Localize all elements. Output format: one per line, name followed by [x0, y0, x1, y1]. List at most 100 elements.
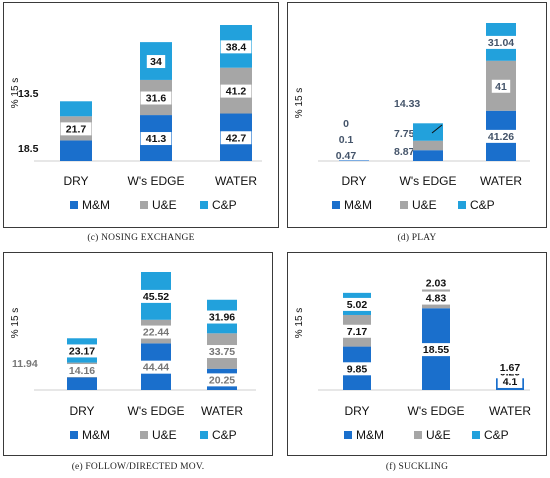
- value-label-ue-2: 41: [495, 81, 507, 93]
- value-label-ue-0: 7.17: [347, 326, 368, 338]
- value-label-ue-1: 22.44: [143, 327, 169, 339]
- legend-label-mm: M&M: [82, 198, 110, 212]
- value-label-bg: [491, 79, 511, 93]
- value-label-mm-2: 42.7: [226, 132, 247, 144]
- legend-label-ue: U&E: [152, 428, 177, 442]
- legend-swatch-mm: [332, 201, 340, 209]
- value-label-mm-2: 20.25: [209, 374, 235, 386]
- legend-label-cp: C&P: [470, 198, 495, 212]
- category-label-2: WATER: [215, 174, 257, 188]
- bar-cp-0: [60, 101, 92, 117]
- value-label-bg: [420, 291, 452, 305]
- category-label-1: W's EDGE: [408, 404, 465, 418]
- legend-swatch-cp: [458, 201, 466, 209]
- value-label-ue-1: 7.75: [394, 128, 415, 140]
- legend-label-mm: M&M: [344, 198, 372, 212]
- value-label-bg: [137, 325, 175, 339]
- legend-swatch-ue: [140, 431, 148, 439]
- value-label-bg: [137, 289, 175, 303]
- caption-play: (d) PLAY: [397, 233, 437, 243]
- value-label-bg: [203, 345, 241, 359]
- category-label-2: WATER: [480, 174, 522, 188]
- caption-suckling: (f) SUCKLING: [385, 462, 449, 472]
- chart-play: % 15 s 0.47 0.1 0 DRY 8.87 7.75 14.33 W's EDGE 41…: [294, 23, 530, 212]
- value-label-bg: [137, 360, 175, 374]
- value-label-cp-2: 1.67: [500, 362, 521, 374]
- value-label-bg: [203, 373, 241, 387]
- value-label-bg: [482, 129, 520, 143]
- value-label-mm-0: 18.5: [18, 143, 39, 155]
- bar-mm-1: [413, 150, 443, 161]
- legend-swatch-ue: [140, 201, 148, 209]
- category-label-0: DRY: [63, 174, 88, 188]
- category-label-0: DRY: [69, 404, 94, 418]
- legend-swatch-ue: [414, 431, 422, 439]
- y-axis-label: % 15 s: [294, 88, 305, 119]
- legend-label-cp: C&P: [484, 428, 509, 442]
- caption-follow-directed-mov: (e) FOLLOW/DIRECTED MOV.: [71, 462, 205, 472]
- category-label-1: W's EDGE: [400, 174, 457, 188]
- value-label-cp-1: 2.03: [426, 277, 447, 289]
- value-label-mm-0: 11.94: [12, 358, 38, 370]
- value-label-bg: [417, 343, 455, 357]
- value-label-cp-1: 34: [150, 56, 162, 68]
- legend-swatch-mm: [344, 431, 352, 439]
- value-label-cp-0: 23.17: [69, 345, 95, 357]
- chart-panel-nosing-exchange: % 15 s 18.5 21.7 13.5 DRY 41.3 31.6 34 W's EDGE 4…: [3, 2, 279, 228]
- value-label-cp-0: 5.02: [347, 299, 368, 311]
- value-label-bg: [341, 297, 373, 311]
- value-label-cp-0: 0: [343, 118, 349, 130]
- category-label-0: DRY: [344, 404, 369, 418]
- value-label-bg: [220, 84, 252, 98]
- value-label-mm-1: 44.44: [143, 362, 169, 374]
- legend-label-ue: U&E: [412, 198, 437, 212]
- chart-nosing-exchange: % 15 s 18.5 21.7 13.5 DRY 41.3 31.6 34 W's EDGE 4…: [10, 25, 262, 212]
- legend-label-mm: M&M: [82, 428, 110, 442]
- legend-swatch-cp: [472, 431, 480, 439]
- chart-panel-play: % 15 s 0.47 0.1 0 DRY 8.87 7.75 14.33 W's EDGE 41…: [287, 2, 547, 228]
- value-label-bg: [63, 364, 101, 378]
- value-label-cp-2: 31.04: [488, 37, 514, 49]
- bar-ue-1: [413, 140, 443, 151]
- category-label-1: W's EDGE: [128, 174, 185, 188]
- value-label-mm-2: 41.26: [488, 131, 514, 143]
- value-label-cp-2: 38.4: [226, 41, 247, 53]
- value-label-bg: [220, 40, 252, 54]
- value-label-bg: [140, 132, 172, 146]
- legend-swatch-cp: [200, 431, 208, 439]
- y-axis-label: % 15 s: [10, 78, 21, 109]
- value-label-bg: [420, 276, 452, 290]
- value-label-bg: [341, 362, 373, 376]
- y-axis-label: % 15 s: [294, 308, 305, 339]
- value-label-cp-0: 13.5: [18, 88, 39, 100]
- value-label-ue-2: 33.75: [209, 346, 235, 358]
- value-label-ue-0: 14.16: [69, 365, 95, 377]
- value-label-bg: [60, 122, 92, 136]
- bar-mm-0: [67, 377, 97, 390]
- category-label-0: DRY: [341, 174, 366, 188]
- value-label-ue-0: 21.7: [66, 123, 87, 135]
- value-label-bg: [140, 91, 172, 105]
- y-axis-label: % 15 s: [10, 308, 21, 339]
- value-label-mm-1: 18.55: [423, 344, 449, 356]
- bar-mm-0: [60, 140, 92, 161]
- chart-panel-suckling: % 15 s 9.85 7.17 5.02 DRY 18.55 4.83 2.03 W's ED…: [287, 252, 547, 456]
- category-label-2: WATER: [489, 404, 531, 418]
- legend-swatch-mm: [70, 431, 78, 439]
- value-label-mm-0: 9.85: [347, 363, 368, 375]
- legend-swatch-cp: [200, 201, 208, 209]
- leader-line: [431, 124, 443, 134]
- value-label-ue-2: 41.2: [226, 86, 247, 98]
- chart-panel-follow-directed-mov: % 15 s 11.94 14.16 23.17 DRY 44.44 22.44 45.52 W…: [3, 252, 273, 456]
- bar-mm-0: [339, 160, 369, 161]
- value-label-bg: [482, 35, 520, 49]
- legend-label-ue: U&E: [152, 198, 177, 212]
- legend-label-ue: U&E: [426, 428, 451, 442]
- legend-label-cp: C&P: [212, 198, 237, 212]
- chart-suckling: % 15 s 9.85 7.17 5.02 DRY 18.55 4.83 2.03 W's ED…: [294, 276, 531, 442]
- legend-swatch-mm: [70, 201, 78, 209]
- value-label-ue-1: 31.6: [146, 93, 167, 105]
- value-label-bg: [494, 360, 526, 374]
- bar-cp-1: [413, 123, 443, 141]
- value-label-bg: [63, 344, 101, 358]
